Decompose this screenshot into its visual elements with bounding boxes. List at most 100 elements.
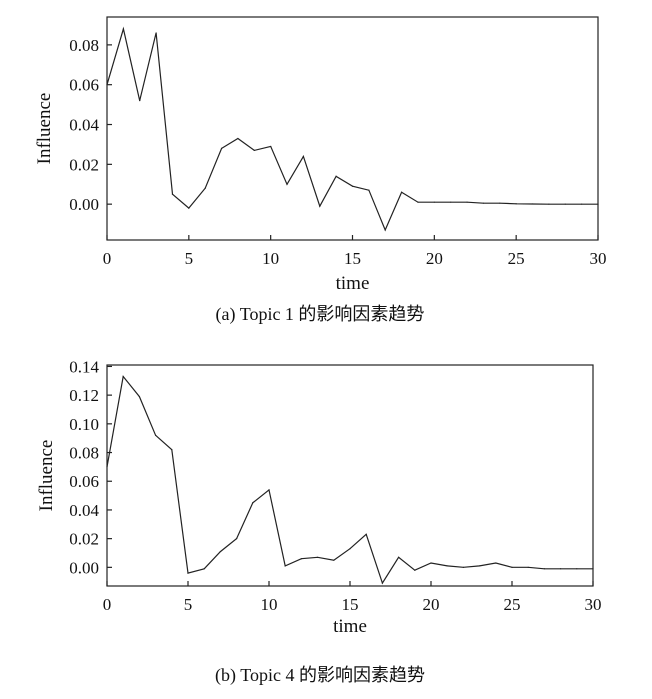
data-point: [462, 566, 464, 568]
chart-a: Influence time (a) Topic 1 的影响因素趋势 0.00 0…: [34, 16, 607, 325]
x-tick-label: 0: [103, 595, 112, 614]
data-point: [398, 556, 400, 558]
data-point: [319, 205, 321, 207]
data-point: [430, 562, 432, 564]
x-tick-label: 25: [508, 249, 525, 268]
data-point: [384, 229, 386, 231]
data-point: [401, 191, 403, 193]
data-point: [219, 550, 221, 553]
data-point: [204, 187, 206, 189]
y-tick-label: 0.00: [69, 558, 99, 577]
data-point: [548, 203, 550, 205]
data-point: [335, 175, 337, 177]
data-point: [268, 489, 270, 491]
x-tick-label: 20: [423, 595, 440, 614]
data-point: [253, 149, 255, 152]
y-tick-label: 0.02: [69, 530, 99, 549]
data-point: [479, 565, 481, 567]
x-tick-label: 15: [342, 595, 359, 614]
x-tick-label: 10: [262, 249, 279, 268]
data-point: [188, 207, 190, 209]
data-point: [543, 568, 546, 570]
data-point: [220, 147, 223, 150]
data-point: [284, 565, 286, 567]
data-point: [236, 538, 238, 540]
data-point: [417, 201, 419, 203]
plot-frame: [106, 16, 599, 241]
data-point: [414, 569, 416, 571]
y-axis-label: Influence: [36, 440, 57, 512]
y-tick-label: 0.08: [69, 36, 99, 55]
data-point: [106, 84, 108, 86]
data-point: [581, 203, 583, 205]
series-line: [106, 375, 593, 585]
data-point: [560, 568, 562, 570]
data-point: [466, 201, 468, 203]
data-point: [139, 100, 141, 102]
x-tick-label: 25: [504, 595, 521, 614]
y-tick-label: 0.04: [69, 116, 99, 135]
y-tick-label: 0.08: [69, 444, 99, 463]
data-point: [270, 145, 272, 148]
chart-b: Influence time (b) Topic 4 的影响因素趋势 0.000…: [36, 357, 602, 686]
data-point: [171, 193, 174, 195]
y-tick-label: 0.04: [69, 501, 99, 520]
x-tick-label: 5: [185, 249, 194, 268]
x-tick-label: 30: [585, 595, 602, 614]
y-tick-label: 0.02: [69, 155, 99, 174]
series-line: [106, 26, 598, 232]
data-point: [349, 548, 351, 550]
y-tick-label: 0.12: [69, 386, 99, 405]
x-tick-label: 10: [261, 595, 278, 614]
x-tick-label: 0: [103, 249, 112, 268]
data-point: [515, 203, 517, 205]
y-tick-label: 0.00: [69, 195, 99, 214]
data-point: [351, 185, 354, 187]
x-axis-label: time: [336, 273, 370, 294]
data-point: [317, 556, 319, 558]
data-point: [592, 568, 594, 570]
data-point: [482, 202, 485, 204]
data-point: [122, 375, 124, 378]
data-point: [122, 28, 124, 30]
x-tick-label: 15: [344, 249, 361, 268]
x-axis-label: time: [333, 616, 367, 637]
data-point: [155, 434, 157, 436]
data-point: [495, 562, 497, 564]
data-point: [531, 203, 534, 205]
y-tick-label: 0.14: [69, 357, 99, 376]
data-point: [237, 137, 239, 140]
data-point: [300, 558, 302, 560]
data-point: [368, 189, 370, 191]
data-point: [203, 568, 205, 570]
data-point: [450, 201, 452, 203]
data-point: [138, 395, 140, 398]
data-point: [333, 559, 335, 561]
data-point: [106, 466, 108, 468]
data-point: [381, 582, 383, 584]
x-tick-label: 5: [184, 595, 193, 614]
data-point: [155, 32, 157, 34]
data-point: [511, 566, 513, 568]
data-point: [171, 449, 173, 451]
y-tick-label: 0.10: [69, 415, 99, 434]
x-tick-label: 30: [590, 249, 607, 268]
data-point: [252, 502, 254, 504]
data-point: [446, 565, 448, 567]
data-point: [499, 202, 501, 204]
data-point: [564, 203, 566, 205]
data-point: [187, 572, 189, 574]
plot-frame: [106, 364, 594, 587]
x-tick-label: 20: [426, 249, 443, 268]
data-point: [365, 533, 367, 535]
data-point: [433, 201, 435, 203]
y-axis-label: Influence: [34, 93, 55, 165]
data-point: [286, 183, 288, 185]
data-point: [597, 203, 599, 205]
data-point: [302, 155, 304, 157]
chart-caption: (a) Topic 1 的影响因素趋势: [216, 304, 425, 325]
y-tick-label: 0.06: [69, 472, 99, 491]
data-point: [576, 568, 578, 570]
data-point: [527, 566, 529, 568]
